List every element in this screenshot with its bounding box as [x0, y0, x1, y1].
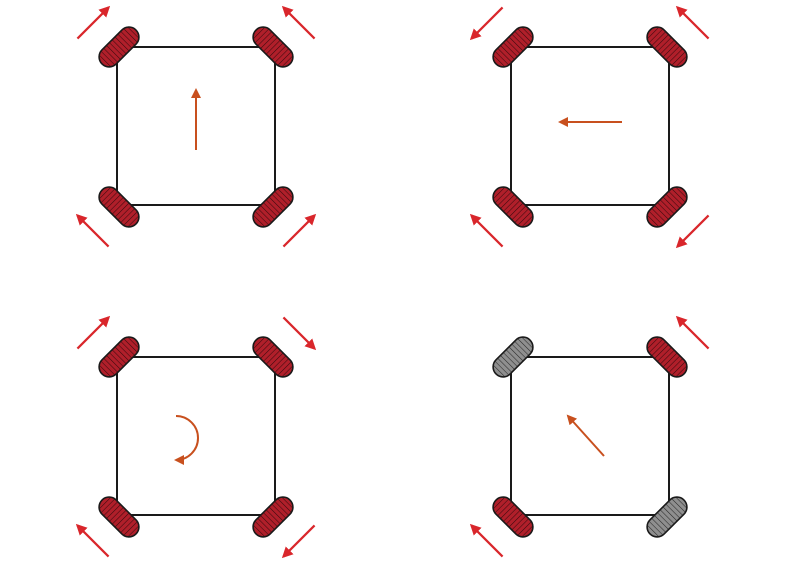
- wheel-direction-arrow: [675, 214, 710, 249]
- wheel-roller-idle: [492, 336, 534, 378]
- wheel-roller-active: [492, 26, 534, 68]
- wheel-direction-arrow: [469, 523, 504, 558]
- wheel-direction-arrow: [282, 316, 317, 351]
- wheel-roller-active: [492, 496, 534, 538]
- wheel-top-left: [492, 336, 534, 378]
- wheel-top-right: [252, 26, 294, 68]
- wheel-roller-active: [98, 336, 140, 378]
- wheel-roller-active: [646, 336, 688, 378]
- wheel-bottom-right: [252, 186, 294, 228]
- chassis-frame: [510, 46, 670, 206]
- wheel-direction-arrow: [281, 5, 316, 40]
- wheel-roller-active: [98, 26, 140, 68]
- chassis-frame: [510, 356, 670, 516]
- panel-rotate: [75, 315, 317, 559]
- wheel-bottom-right: [646, 496, 688, 538]
- wheel-direction-arrow: [76, 5, 111, 40]
- wheel-direction-arrow: [469, 213, 504, 248]
- panel-strafe-left: [469, 5, 710, 249]
- wheel-roller-active: [492, 186, 534, 228]
- wheel-bottom-left: [492, 496, 534, 538]
- chassis-frame: [116, 356, 276, 516]
- wheel-top-right: [646, 26, 688, 68]
- wheel-roller-idle: [646, 496, 688, 538]
- wheel-bottom-right: [646, 186, 688, 228]
- wheel-bottom-left: [98, 186, 140, 228]
- wheel-direction-arrow: [281, 524, 316, 559]
- chassis-frame: [116, 46, 276, 206]
- wheel-roller-active: [646, 26, 688, 68]
- wheel-top-left: [98, 336, 140, 378]
- panel-diagonal: [469, 315, 710, 558]
- wheel-roller-active: [98, 496, 140, 538]
- wheel-direction-arrow: [675, 5, 710, 40]
- wheel-direction-arrow: [75, 523, 110, 558]
- wheel-roller-active: [252, 26, 294, 68]
- wheel-roller-active: [252, 186, 294, 228]
- wheel-direction-arrow: [75, 213, 110, 248]
- motion-arrow: [566, 414, 605, 457]
- panel-forward: [75, 5, 317, 248]
- rotation-arrow: [174, 415, 199, 465]
- wheel-direction-arrow: [469, 6, 504, 41]
- wheel-direction-arrow: [282, 213, 317, 248]
- wheel-roller-active: [98, 186, 140, 228]
- wheel-roller-active: [252, 496, 294, 538]
- wheel-top-left: [98, 26, 140, 68]
- wheel-roller-active: [646, 186, 688, 228]
- wheel-bottom-left: [98, 496, 140, 538]
- wheel-top-right: [646, 336, 688, 378]
- wheel-direction-arrow: [76, 315, 111, 350]
- wheel-top-left: [492, 26, 534, 68]
- wheel-bottom-right: [252, 496, 294, 538]
- wheel-bottom-left: [492, 186, 534, 228]
- wheel-direction-arrow: [675, 315, 710, 350]
